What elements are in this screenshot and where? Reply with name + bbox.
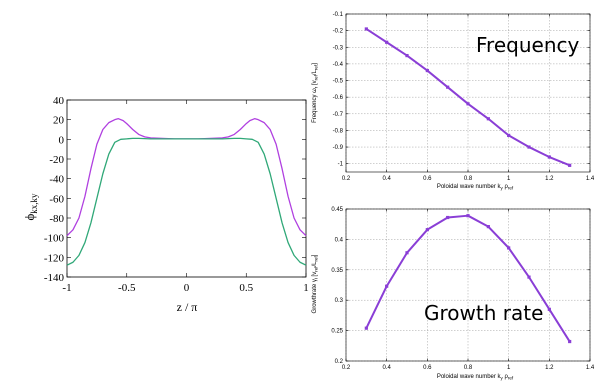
y-tick-label: -20: [49, 154, 64, 166]
data-point: [568, 163, 572, 167]
x-tick-label: 1: [507, 176, 511, 182]
y-tick-label: -0.3: [333, 45, 344, 51]
y-tick-label: 0.25: [331, 329, 343, 335]
x-tick-label: -1: [62, 282, 71, 294]
y-tick-label: 0.4: [335, 237, 344, 243]
x-tick-label: 0.4: [382, 176, 391, 182]
c0-ticks: [66, 99, 307, 278]
y-tick-label: 40: [53, 95, 65, 107]
data-point: [425, 228, 429, 232]
chart-growth-rate: 0.2 0.4 0.6 0.8 1 1.2 1.40.450.40.350.30.250.2…: [312, 207, 595, 381]
data-point: [547, 307, 551, 311]
x-tick-label: 0.2: [342, 176, 351, 182]
c2-annotation-growth-rate: Growth rate: [424, 301, 543, 325]
data-point: [364, 27, 368, 31]
data-point: [405, 53, 409, 58]
c1-annotation-frequency: Frequency: [476, 33, 579, 57]
data-point: [486, 117, 490, 121]
y-tick-label: 0.45: [331, 207, 343, 213]
data-point: [466, 102, 470, 106]
x-tick-label: 1.4: [586, 365, 595, 371]
x-tick-label: 1.2: [545, 176, 554, 182]
data-point: [364, 326, 368, 330]
data-point: [446, 215, 450, 220]
x-tick-label: 0: [184, 282, 190, 294]
y-tick-label: -60: [49, 193, 64, 205]
y-tick-label: -0.5: [333, 79, 344, 85]
c1-tick-labels: 0.2 0.4 0.6 0.8 1 1.2 1.4 -0.1 -0.2 -0.3 -0.4 -0.5 -…: [333, 12, 595, 182]
x-tick-label: 1.2: [545, 365, 554, 371]
data-point: [446, 85, 450, 89]
x-tick-label: 0.8: [464, 365, 473, 371]
c2-series: [364, 214, 572, 344]
c2-x-axis-label: Poloidal wave number ky ρref: [437, 374, 514, 381]
x-tick-label: 0.5: [239, 282, 253, 294]
y-tick-label: -0.9: [333, 145, 344, 151]
y-tick-label: -0.8: [333, 128, 344, 134]
y-tick-label: -1: [338, 162, 344, 168]
c2-y-axis-label: Growthrate γi [vref/Lref]: [312, 254, 319, 313]
y-tick-label: 0.35: [331, 268, 343, 274]
y-tick-label: 0.3: [335, 298, 344, 304]
c0-y-axis-label: ϕkx,ky: [22, 193, 39, 221]
data-point: [507, 133, 511, 138]
data-point: [385, 40, 389, 44]
data-point: [425, 68, 429, 73]
c2-ticks: [345, 208, 591, 362]
x-tick-label: -0.5: [118, 282, 136, 294]
y-tick-label: -0.4: [333, 62, 344, 68]
c1-ticks: [345, 13, 591, 172]
data-point: [385, 284, 389, 288]
data-point: [527, 145, 531, 149]
y-tick-label: -80: [49, 213, 64, 225]
data-point: [405, 251, 409, 255]
x-tick-label: 0.6: [423, 365, 432, 371]
y-tick-label: -0.2: [333, 29, 344, 35]
y-tick-label: -140: [44, 272, 65, 284]
x-tick-label: 1: [303, 282, 309, 294]
data-point: [486, 225, 490, 229]
chart-potential: -1 -0.5 0 0.5 1 40 20 0 -20 -40 -60 -80 -100 -120 -140…: [22, 95, 309, 314]
y-tick-label: -0.6: [333, 95, 344, 101]
c1-x-axis-label: Poloidal wave number ky ρref: [437, 184, 514, 191]
y-tick-label: -0.7: [333, 112, 344, 118]
data-point: [568, 339, 572, 344]
y-tick-label: -0.1: [333, 12, 344, 18]
x-tick-label: 0.2: [342, 365, 351, 371]
x-tick-label: 0.4: [382, 365, 391, 371]
y-tick-label: 20: [53, 115, 65, 127]
data-point: [466, 214, 470, 218]
x-tick-label: 0.8: [464, 176, 473, 182]
c0-series: [66, 118, 307, 266]
series-line-1: [66, 137, 307, 266]
y-tick-label: 0: [59, 134, 65, 146]
y-tick-label: -120: [44, 252, 65, 264]
x-tick-label: 1.4: [586, 176, 595, 182]
x-tick-label: 0.6: [423, 176, 432, 182]
data-point: [547, 155, 551, 159]
c1-y-axis-label: Frequency ωr [vref/Lref]: [312, 63, 319, 123]
c0-x-axis-label: z / π: [177, 300, 198, 314]
c2-tick-labels: 0.2 0.4 0.6 0.8 1 1.2 1.4 0.45 0.4 0.35 0.3 0.25 0.2: [331, 207, 595, 371]
c1-series: [364, 27, 572, 167]
y-tick-label: -100: [44, 233, 65, 245]
data-point: [507, 246, 511, 250]
y-tick-label: 0.2: [335, 359, 344, 365]
data-point: [527, 275, 531, 279]
chart-frequency: 0.2 0.4 0.6 0.8 1 1.2 1.4 -0.1 -0.2 -0.3 -0.4 -0.5 -…: [312, 12, 595, 191]
x-tick-label: 1: [507, 365, 511, 371]
y-tick-label: -40: [49, 174, 64, 186]
c0-tick-labels: -1 -0.5 0 0.5 1 40 20 0 -20 -40 -60 -80 -100 -120 -140: [44, 95, 309, 294]
